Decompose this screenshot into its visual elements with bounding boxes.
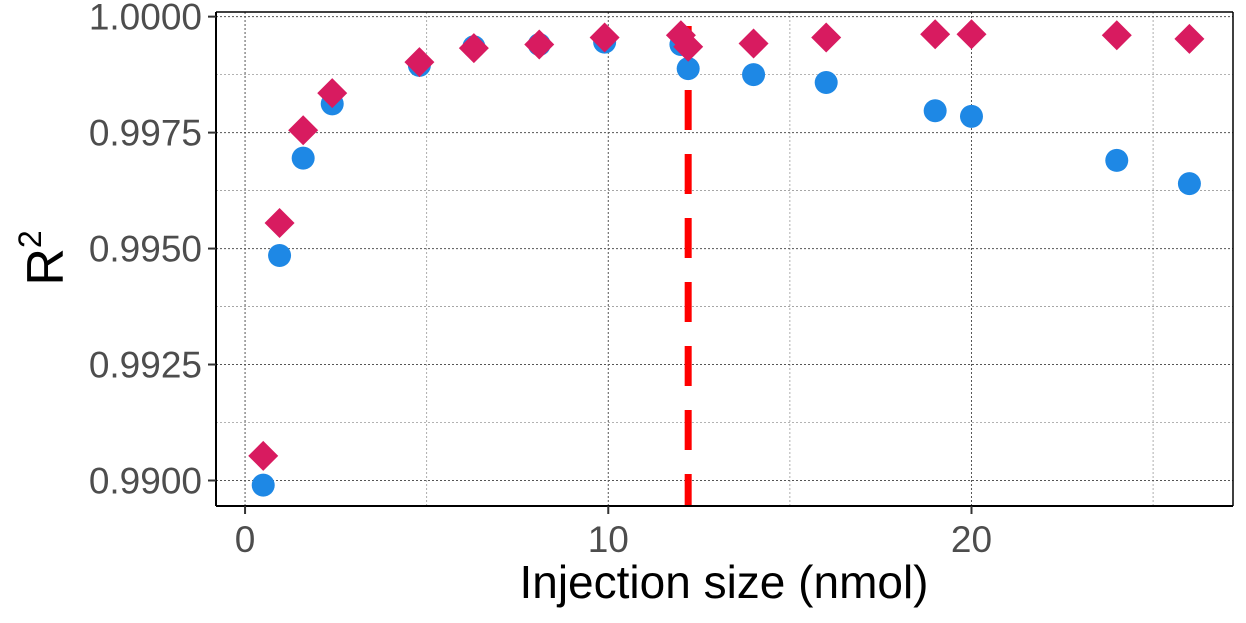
diamond-point: [1101, 20, 1132, 51]
y-tick-label: 0.9925: [89, 345, 202, 386]
y-axis-title: R2: [12, 230, 75, 285]
circle-point: [251, 473, 275, 497]
svg-text:R2: R2: [12, 230, 75, 285]
x-axis-title: Injection size (nmol): [519, 556, 928, 608]
diamond-point: [288, 115, 319, 146]
diamond-point: [589, 22, 620, 53]
diamond-point: [524, 29, 555, 60]
minor-grid: [216, 12, 1233, 506]
circle-point: [268, 244, 292, 268]
y-axis-title-superscript: 2: [12, 230, 48, 248]
diamond-point: [1174, 23, 1205, 54]
circle-point: [1177, 172, 1201, 196]
diamond-point: [956, 19, 987, 50]
circle-point: [1105, 148, 1129, 172]
x-tick-label: 20: [951, 519, 992, 560]
y-tick-label: 1.0000: [89, 0, 202, 38]
y-axis-title-base: R: [17, 248, 75, 286]
circle-series: [251, 30, 1201, 497]
circle-point: [291, 146, 315, 170]
diamond-point: [404, 47, 435, 78]
circle-point: [923, 99, 947, 123]
diamond-point: [673, 31, 704, 62]
x-tick-labels: 0 10 20: [235, 519, 992, 560]
x-tick-label: 0: [235, 519, 256, 560]
diamond-point: [264, 208, 295, 239]
y-tick-label: 0.9950: [89, 229, 202, 270]
y-tick-label: 0.9900: [89, 460, 202, 501]
diamond-point: [248, 440, 279, 471]
circle-point: [676, 57, 700, 81]
axes: [208, 11, 1234, 514]
diamond-point: [317, 78, 348, 109]
y-tick-labels: 0.9900 0.9925 0.9950 0.9975 1.0000: [89, 0, 202, 501]
diamond-point: [920, 19, 951, 50]
circle-point: [959, 104, 983, 128]
diamond-point: [811, 22, 842, 53]
circle-point: [814, 71, 838, 95]
x-tick-label: 10: [588, 519, 629, 560]
diamond-series: [248, 19, 1205, 471]
major-grid: [216, 12, 1233, 506]
diamond-point: [738, 28, 769, 59]
diamond-point: [458, 33, 489, 64]
y-tick-label: 0.9975: [89, 113, 202, 154]
circle-point: [742, 63, 766, 87]
